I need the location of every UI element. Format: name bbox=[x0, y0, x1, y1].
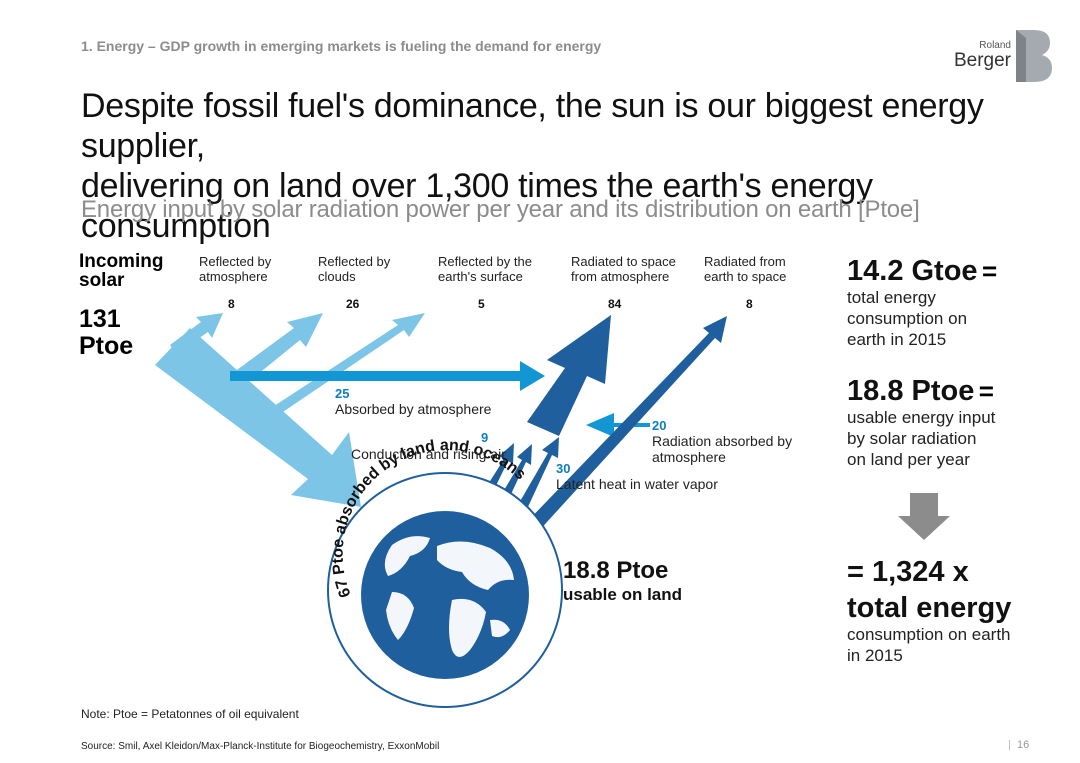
col-reflected-atmosphere: Reflected by atmosphere bbox=[199, 254, 272, 284]
value-reflected-atmosphere: 8 bbox=[228, 297, 235, 311]
stat2-eq: = bbox=[978, 376, 994, 406]
stat-result: = 1,324 x total energy consumption on ea… bbox=[847, 556, 1011, 666]
value-radiated-atmosphere: 84 bbox=[608, 297, 622, 311]
radiation-absorbed-arrow bbox=[586, 413, 650, 437]
headline-line-2: delivering on land over 1,300 times the … bbox=[81, 167, 873, 245]
source-line: Source: Smil, Axel Kleidon/Max-Planck-In… bbox=[81, 741, 440, 752]
latent-heat-arrow bbox=[511, 437, 559, 522]
result-line-1: = 1,324 x bbox=[847, 556, 969, 588]
value-absorbed-atmosphere: 25 bbox=[335, 386, 350, 401]
value-reflected-surface: 5 bbox=[478, 297, 485, 311]
label-latent-heat: Latent heat in water vapor bbox=[556, 476, 718, 492]
stat-total-consumption: 14.2 Gtoe = total energy consumption on … bbox=[847, 255, 997, 350]
stat2-line-3: on land per year bbox=[847, 450, 970, 469]
value-reflected-clouds: 26 bbox=[346, 297, 360, 311]
stat2-line-2: by solar radiation bbox=[847, 429, 977, 448]
usable-on-land-label: usable on land bbox=[563, 585, 683, 604]
incoming-line-2: solar bbox=[79, 270, 125, 291]
roland-berger-logo: Roland Berger bbox=[954, 30, 1052, 82]
diagram-subtitle: Energy input by solar radiation power pe… bbox=[81, 196, 920, 223]
headline-line-1: Despite fossil fuel's dominance, the sun… bbox=[81, 87, 984, 165]
reflected-atmosphere-arrow bbox=[170, 313, 223, 354]
col-radiated-earth: Radiated from earth to space bbox=[704, 254, 787, 284]
stat2-line-1: usable energy input bbox=[847, 408, 996, 427]
logo-text-roland: Roland bbox=[979, 40, 1011, 51]
incoming-value-number: 131 bbox=[79, 305, 121, 333]
stat1-line-2: consumption on bbox=[847, 309, 968, 328]
page-number-value: 16 bbox=[1016, 739, 1030, 751]
down-arrow-icon bbox=[898, 493, 950, 540]
stat-usable-input: 18.8 Ptoe = usable energy input by solar… bbox=[847, 375, 995, 470]
value-radiation-absorbed: 20 bbox=[652, 418, 667, 433]
stat1-line-3: earth in 2015 bbox=[847, 330, 947, 349]
logo-text-berger: Berger bbox=[954, 50, 1012, 71]
value-conduction: 9 bbox=[481, 430, 489, 445]
footnote: Note: Ptoe = Petatonnes of oil equivalen… bbox=[81, 707, 299, 721]
page-number: | 16 bbox=[1008, 739, 1030, 751]
incoming-solar-arrow bbox=[155, 328, 361, 507]
radiated-earth-arrow bbox=[522, 316, 727, 534]
result-line-4: in 2015 bbox=[847, 646, 903, 665]
label-conduction: Conduction and rising air bbox=[351, 446, 506, 462]
globe-icon bbox=[361, 511, 529, 679]
incoming-line-1: Incoming bbox=[79, 251, 164, 272]
col-reflected-clouds: Reflected by clouds bbox=[318, 254, 391, 284]
col-reflected-surface: Reflected by the earth's surface bbox=[438, 254, 532, 284]
radiated-atmosphere-arrow bbox=[527, 315, 611, 436]
result-line-3: consumption on earth bbox=[847, 625, 1011, 644]
usable-on-land: 18.8 Ptoe usable on land bbox=[563, 557, 682, 605]
value-radiated-earth: 8 bbox=[746, 297, 753, 311]
incoming-solar-value: 131 Ptoe bbox=[79, 306, 133, 360]
globe-continents bbox=[384, 536, 514, 657]
page-headline: Despite fossil fuel's dominance, the sun… bbox=[81, 86, 1061, 246]
stat2-value: 18.8 Ptoe bbox=[847, 375, 975, 407]
col-radiated-atmosphere: Radiated to space from atmosphere bbox=[571, 254, 676, 284]
stat1-line-1: total energy bbox=[847, 288, 936, 307]
reflected-surface-arrow bbox=[268, 313, 425, 418]
section-kicker: 1. Energy – GDP growth in emerging marke… bbox=[81, 38, 602, 54]
label-absorbed-atmosphere: Absorbed by atmosphere bbox=[335, 401, 492, 417]
absorbed-atmosphere-arrow bbox=[230, 361, 545, 391]
label-radiation-absorbed: Radiation absorbed by atmosphere bbox=[652, 433, 793, 465]
result-line-2: total energy bbox=[847, 592, 1012, 624]
incoming-value-unit: Ptoe bbox=[79, 332, 134, 360]
stat1-value: 14.2 Gtoe bbox=[847, 255, 978, 287]
usable-on-land-value: 18.8 Ptoe bbox=[563, 557, 669, 584]
incoming-solar-label: Incoming solar bbox=[79, 252, 163, 290]
value-latent-heat: 30 bbox=[556, 461, 571, 476]
stat1-eq: = bbox=[982, 256, 998, 286]
